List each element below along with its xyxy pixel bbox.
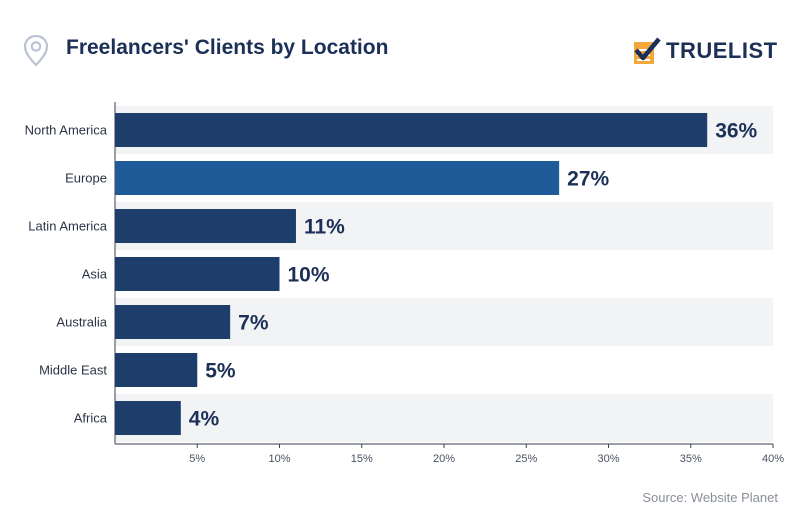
value-label: 5% — [205, 360, 236, 383]
chart-header: Freelancers' Clients by Location TRUELIS… — [0, 0, 800, 100]
bar-asia — [115, 257, 280, 291]
bar-australia — [115, 305, 231, 339]
x-tick-label: 40% — [762, 453, 784, 465]
category-label: Europe — [65, 171, 107, 186]
x-tick-label: 5% — [189, 453, 205, 465]
x-tick-label: 20% — [433, 453, 455, 465]
value-label: 27% — [567, 168, 609, 191]
x-tick-label: 15% — [351, 453, 373, 465]
category-label: Latin America — [28, 219, 108, 234]
row-band — [115, 394, 773, 442]
page-title: Freelancers' Clients by Location — [66, 36, 389, 59]
category-label: North America — [25, 123, 108, 138]
bar-africa — [115, 401, 181, 435]
location-pin-icon — [23, 34, 49, 67]
category-label: Asia — [82, 267, 108, 282]
value-label: 4% — [189, 408, 220, 431]
x-tick-label: 25% — [515, 453, 537, 465]
value-label: 10% — [288, 264, 330, 287]
bar-europe — [115, 161, 560, 195]
category-label: Australia — [56, 315, 107, 330]
category-label: Africa — [74, 411, 108, 426]
x-tick-label: 35% — [680, 453, 702, 465]
x-tick-label: 30% — [597, 453, 619, 465]
value-label: 36% — [715, 120, 757, 143]
value-label: 11% — [304, 216, 345, 239]
value-label: 7% — [238, 312, 269, 335]
checklist-check-icon — [634, 37, 661, 64]
bar-chart: North America 36% Europe 27% Latin America 11… — [25, 102, 784, 465]
bar-middle-east — [115, 353, 198, 387]
brand-logo: TRUELIST — [632, 36, 782, 66]
brand-name: TRUELIST — [666, 38, 778, 63]
x-tick-label: 10% — [268, 453, 290, 465]
bar-latin-america — [115, 209, 296, 243]
bar-north-america — [115, 113, 708, 147]
category-label: Middle East — [39, 363, 107, 378]
source-note: Source: Website Planet — [642, 490, 778, 505]
